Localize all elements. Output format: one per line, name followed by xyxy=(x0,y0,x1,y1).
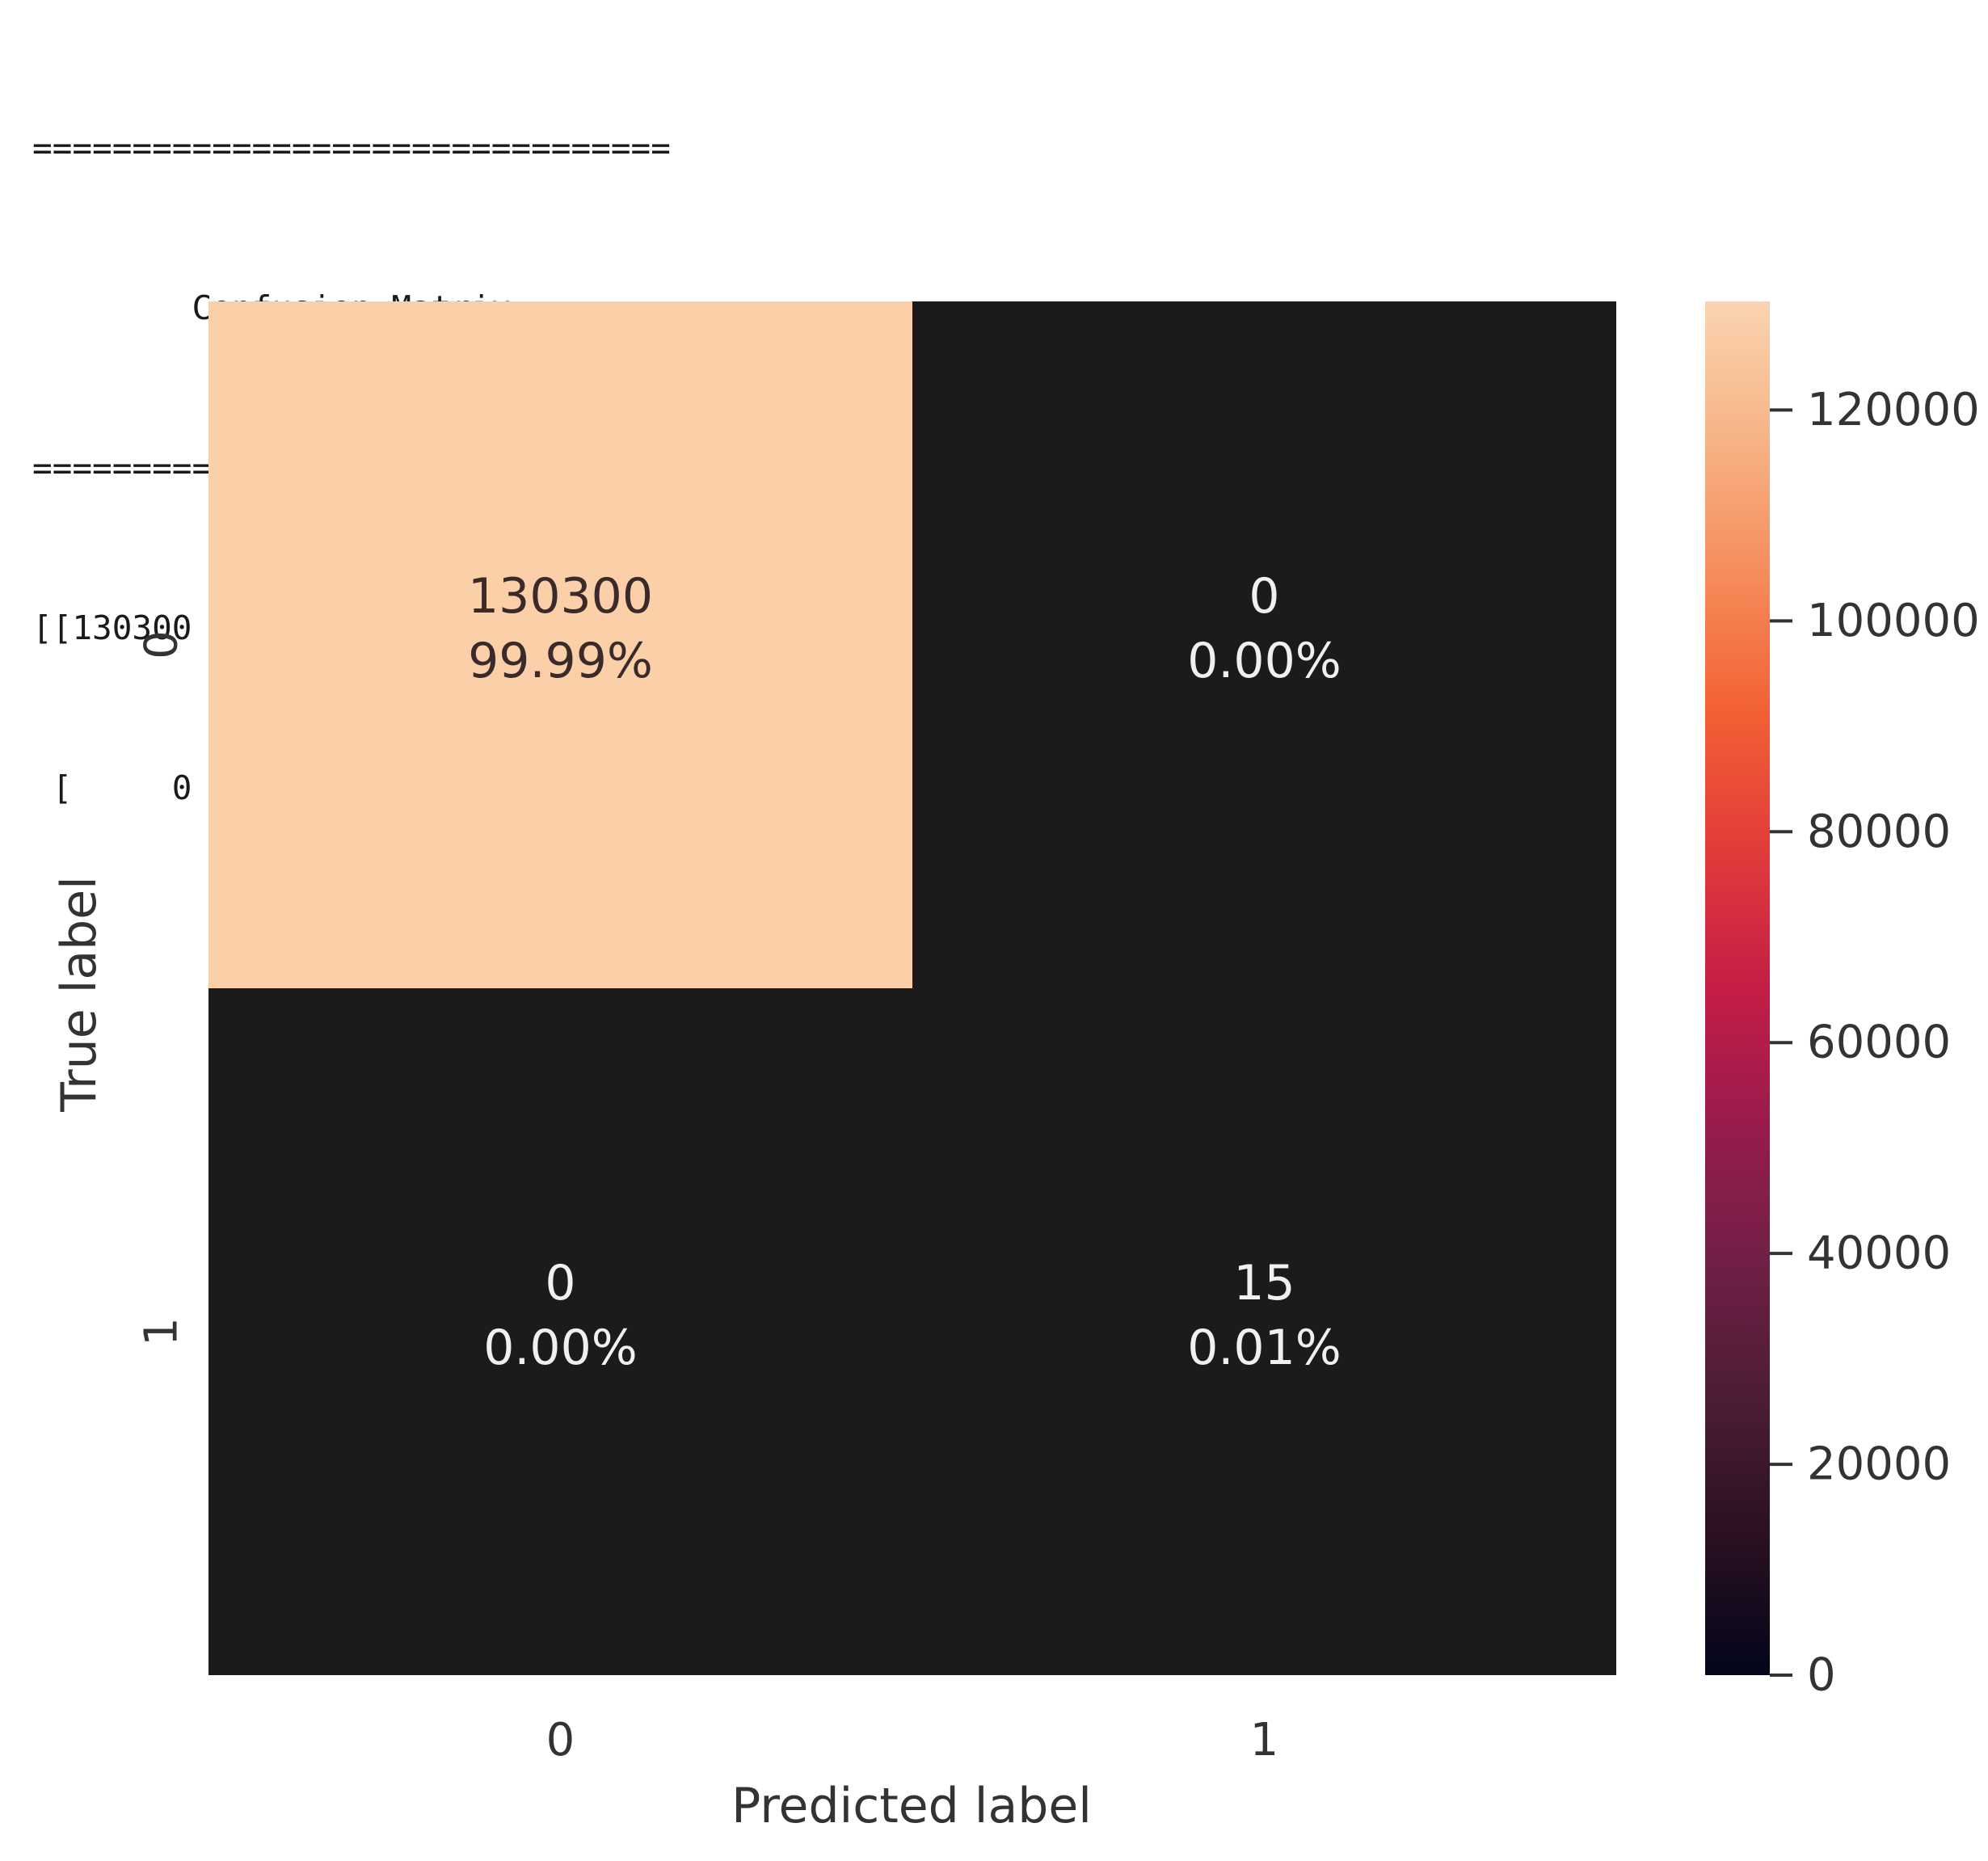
colorbar-tick-label-100000: 100000 xyxy=(1807,595,1980,647)
cell-annotation-1-0-percent: 0.00% xyxy=(483,1320,638,1376)
cell-annotation-0-0-percent: 99.99% xyxy=(468,633,653,689)
x-tick-label-1: 1 xyxy=(1250,1714,1279,1766)
console-separator-top: ================================ xyxy=(32,128,671,167)
cell-annotation-1-1-count: 15 xyxy=(1233,1255,1295,1312)
cell-annotation-0-1-percent: 0.00% xyxy=(1187,633,1341,689)
heatmap-cell-0-1 xyxy=(912,301,1616,988)
x-axis-label: Predicted label xyxy=(731,1778,1092,1834)
colorbar-tick-label-60000: 60000 xyxy=(1807,1017,1951,1069)
colorbar-tick-label-80000: 80000 xyxy=(1807,806,1951,858)
colorbar-ticks: 0 20000 40000 60000 80000 100000 120000 xyxy=(1770,384,1980,1702)
cell-annotation-0-0-count: 130300 xyxy=(468,568,653,625)
heatmap-cells xyxy=(208,301,1616,1675)
colorbar-tick-label-20000: 20000 xyxy=(1807,1438,1951,1491)
colorbar-tick-label-120000: 120000 xyxy=(1807,384,1980,436)
y-tick-label-1: 1 xyxy=(136,1317,188,1346)
heatmap-cell-0-0 xyxy=(208,301,912,988)
cell-annotation-1-0-count: 0 xyxy=(545,1255,575,1312)
y-tick-label-0: 0 xyxy=(136,630,188,659)
colorbar xyxy=(1705,301,1770,1675)
cell-annotation-0-1-count: 0 xyxy=(1249,568,1279,625)
heatmap-annotations: 130300 99.99% 0 0.00% 0 0.00% 15 0.01% xyxy=(468,568,1341,1376)
cell-annotation-1-1-percent: 0.01% xyxy=(1187,1320,1341,1376)
y-axis-ticks: 01 xyxy=(136,630,188,1346)
colorbar-tick-label-40000: 40000 xyxy=(1807,1227,1951,1280)
x-tick-label-0: 0 xyxy=(546,1714,575,1766)
colorbar-tick-label-0: 0 xyxy=(1807,1649,1836,1702)
heatmap-cell-1-1 xyxy=(912,988,1616,1675)
y-axis-label: True label xyxy=(51,876,107,1113)
heatmap-cell-1-0 xyxy=(208,988,912,1675)
